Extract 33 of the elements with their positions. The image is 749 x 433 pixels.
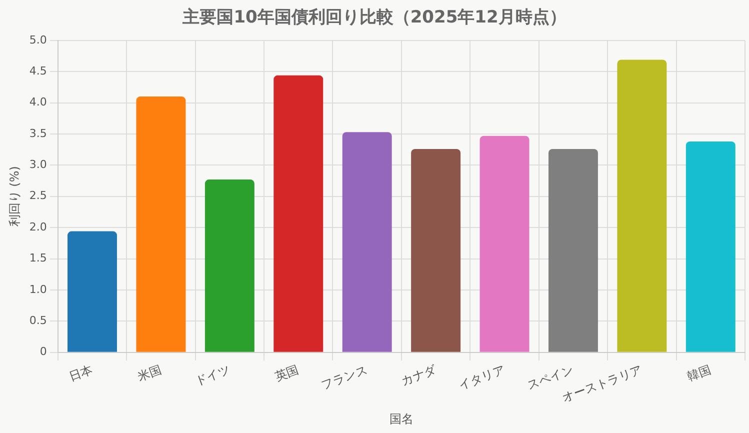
x-axis-title: 国名: [389, 412, 414, 426]
y-tick-label: 5.0: [29, 33, 47, 46]
x-tick-label: イタリア: [456, 362, 507, 392]
y-tick-label: 0.5: [29, 314, 47, 328]
y-tick-label: 3.0: [29, 158, 47, 172]
bar: [686, 141, 736, 352]
bar: [68, 231, 117, 352]
bar: [411, 148, 461, 352]
chart-title: 主要国10年国債利回り比較（2025年12月時点）: [182, 8, 566, 28]
bar: [204, 180, 254, 352]
x-tick-label: フランス: [319, 362, 370, 392]
y-tick-label: 2.5: [29, 189, 47, 202]
bar: [617, 60, 667, 352]
bar: [342, 132, 392, 352]
y-tick-label: 4.0: [29, 96, 47, 109]
x-tick-label: スペイン: [525, 362, 576, 392]
y-tick-label: 1.0: [29, 282, 47, 296]
y-tick-label: 4.5: [29, 64, 47, 78]
x-tick-label: 米国: [136, 362, 164, 384]
y-tick-label: 1.5: [29, 252, 47, 265]
bar: [480, 136, 530, 352]
bar: [548, 148, 598, 352]
bar: [274, 75, 324, 352]
x-tick-label: 韓国: [685, 362, 713, 384]
x-tick-label: カナダ: [399, 362, 439, 388]
y-tick-label: 2.0: [29, 220, 47, 234]
y-tick-label: 3.5: [29, 126, 47, 140]
x-tick-label: 日本: [67, 362, 94, 384]
y-axis-title: 利回り (%): [7, 166, 22, 227]
y-tick-label: 0: [40, 345, 47, 358]
bar: [136, 96, 186, 352]
x-tick-label: ドイツ: [193, 362, 232, 388]
x-tick-label: 英国: [273, 362, 300, 384]
